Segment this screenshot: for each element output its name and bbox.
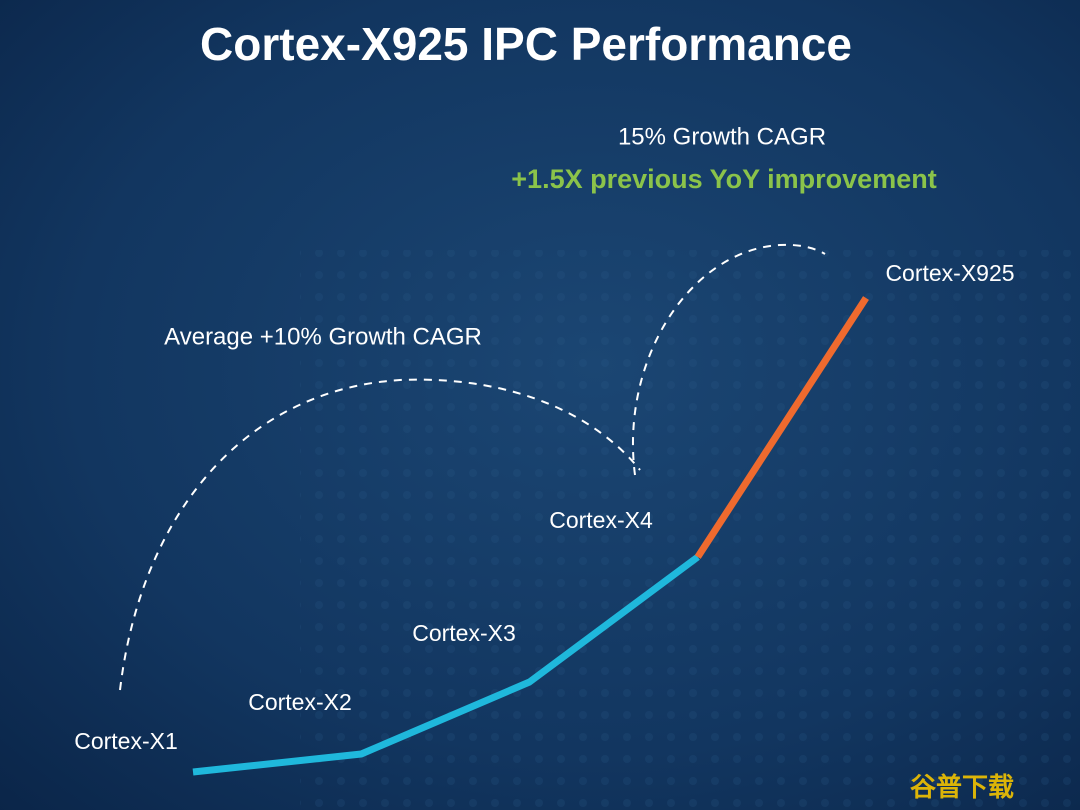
watermark: 谷普下载 bbox=[910, 772, 1014, 802]
point-label: Cortex-X2 bbox=[248, 689, 352, 715]
chart-title: Cortex-X925 IPC Performance bbox=[200, 18, 852, 70]
annotation: 15% Growth CAGR bbox=[618, 123, 826, 150]
background-dots bbox=[300, 250, 1080, 810]
annotation-highlight: +1.5X previous YoY improvement bbox=[511, 164, 936, 194]
point-label: Cortex-X3 bbox=[412, 620, 516, 646]
point-label: Cortex-X4 bbox=[549, 507, 653, 533]
point-label: Cortex-X925 bbox=[885, 260, 1014, 286]
series-line bbox=[192, 554, 700, 776]
point-label: Cortex-X1 bbox=[74, 728, 178, 754]
annotation: Average +10% Growth CAGR bbox=[164, 323, 482, 350]
series-line bbox=[694, 296, 869, 559]
